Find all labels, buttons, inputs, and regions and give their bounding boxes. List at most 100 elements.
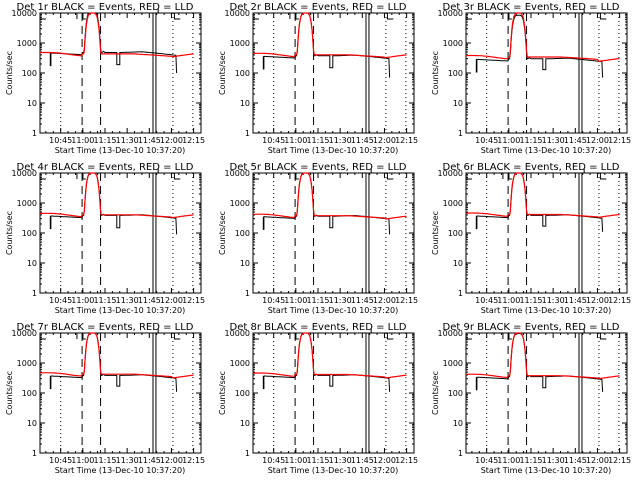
detector-panel: Det 4r BLACK = Events, RED = LLD 1 10 100 10… [5, 162, 205, 315]
panel-title: Det 7r BLACK = Events, RED = LLD [17, 322, 194, 333]
top-bracket-marker [386, 333, 394, 340]
x-tick-label: 10:45 [475, 296, 498, 305]
x-tick-label: 11:45 [351, 296, 374, 305]
y-tick-label: 10 [240, 259, 250, 268]
x-tick-label: 12:15 [182, 296, 205, 305]
x-tick-label: 11:00 [71, 296, 94, 305]
detector-panel: Det 1r BLACK = Events, RED = LLD 1 10 100 10… [5, 2, 205, 155]
y-tick-label: 10 [240, 99, 250, 108]
top-bracket-marker [39, 13, 46, 20]
x-tick-label: 11:30 [542, 136, 565, 145]
x-axis-label: Start Time (13-Dec-10 10:37:20) [55, 306, 186, 315]
plot-frame [252, 332, 415, 454]
events-series-line [49, 12, 178, 74]
y-tick-label: 10000 [225, 9, 250, 18]
y-tick-label: 10000 [225, 169, 250, 178]
lld-series-line [40, 332, 194, 379]
x-tick-label: 11:00 [284, 456, 307, 465]
y-tick-label: 1 [32, 289, 37, 298]
y-tick-label: 10 [453, 419, 463, 428]
y-tick-label: 10 [27, 259, 37, 268]
x-tick-label: 11:15 [93, 456, 116, 465]
y-tick-label: 1 [245, 289, 250, 298]
top-bracket-marker [76, 12, 86, 20]
panel-title: Det 2r BLACK = Events, RED = LLD [230, 2, 407, 13]
y-tick-label: 1000 [443, 359, 463, 368]
y-tick-label: 100 [235, 69, 250, 78]
x-tick-label: 11:00 [284, 296, 307, 305]
x-tick-label: 12:00 [586, 136, 609, 145]
top-bracket-marker [502, 332, 512, 340]
top-bracket-marker [386, 173, 394, 180]
x-tick-label: 10:45 [262, 456, 285, 465]
top-bracket-marker [252, 173, 259, 180]
panel-title: Det 5r BLACK = Events, RED = LLD [230, 162, 407, 173]
y-tick-label: 100 [235, 389, 250, 398]
events-series-line [49, 332, 178, 392]
x-tick-label: 12:15 [608, 296, 631, 305]
x-tick-label: 11:30 [542, 456, 565, 465]
x-tick-label: 11:00 [497, 136, 520, 145]
x-tick-label: 10:45 [475, 136, 498, 145]
events-series-line [262, 332, 391, 392]
y-tick-label: 1 [245, 129, 250, 138]
top-bracket-marker [289, 172, 299, 180]
x-tick-label: 11:30 [329, 136, 352, 145]
y-tick-label: 1 [458, 129, 463, 138]
y-axis-label: Counts/sec [5, 51, 14, 95]
y-tick-label: 1000 [17, 39, 37, 48]
panel-title: Det 3r BLACK = Events, RED = LLD [443, 2, 620, 13]
x-tick-label: 11:15 [93, 136, 116, 145]
x-axis-label: Start Time (13-Dec-10 10:37:20) [268, 466, 399, 475]
x-tick-label: 12:15 [182, 456, 205, 465]
plot-frame [465, 332, 628, 454]
lld-series-line [466, 12, 620, 63]
top-bracket-marker [252, 333, 259, 340]
events-series-line [475, 333, 604, 392]
x-tick-label: 11:45 [351, 456, 374, 465]
x-tick-label: 11:15 [519, 136, 542, 145]
y-tick-label: 1000 [230, 39, 250, 48]
y-tick-label: 10000 [438, 169, 463, 178]
x-tick-label: 11:00 [497, 456, 520, 465]
y-tick-label: 1 [458, 289, 463, 298]
x-tick-label: 12:00 [373, 456, 396, 465]
plot-frame [39, 12, 202, 134]
y-tick-label: 1000 [17, 199, 37, 208]
detector-panel: Det 2r BLACK = Events, RED = LLD 1 10 100 10… [218, 2, 418, 155]
y-axis-label: Counts/sec [431, 51, 440, 95]
y-tick-label: 1000 [443, 39, 463, 48]
y-tick-label: 1 [32, 129, 37, 138]
x-tick-label: 11:30 [329, 456, 352, 465]
events-series-line [262, 12, 391, 78]
panel-title: Det 6r BLACK = Events, RED = LLD [443, 162, 620, 173]
x-tick-label: 11:15 [519, 456, 542, 465]
panel-title: Det 1r BLACK = Events, RED = LLD [17, 2, 194, 13]
x-axis-label: Start Time (13-Dec-10 10:37:20) [268, 306, 399, 315]
lld-series-line [253, 172, 407, 220]
top-bracket-marker [76, 172, 86, 180]
detector-panel: Det 5r BLACK = Events, RED = LLD 1 10 100 10… [218, 162, 418, 315]
x-tick-label: 10:45 [49, 296, 72, 305]
top-bracket-marker [502, 12, 512, 20]
x-tick-label: 11:30 [329, 296, 352, 305]
events-series-line [475, 14, 604, 78]
lld-series-line [466, 332, 620, 380]
y-tick-label: 1000 [443, 199, 463, 208]
top-bracket-marker [465, 333, 472, 340]
plot-frame [465, 172, 628, 294]
x-tick-label: 11:45 [138, 456, 161, 465]
x-tick-label: 12:15 [395, 456, 418, 465]
x-tick-label: 12:15 [608, 136, 631, 145]
y-tick-label: 100 [22, 69, 37, 78]
y-tick-label: 10000 [438, 329, 463, 338]
x-tick-label: 12:00 [373, 136, 396, 145]
top-bracket-marker [599, 333, 607, 340]
y-tick-label: 1 [245, 449, 250, 458]
x-tick-label: 12:00 [160, 296, 183, 305]
x-tick-label: 11:15 [306, 136, 329, 145]
y-axis-label: Counts/sec [218, 371, 227, 415]
x-tick-label: 11:00 [71, 136, 94, 145]
detector-panel: Det 6r BLACK = Events, RED = LLD 1 10 100 10… [431, 162, 631, 315]
detector-panel: Det 7r BLACK = Events, RED = LLD 1 10 100 10… [5, 322, 205, 475]
